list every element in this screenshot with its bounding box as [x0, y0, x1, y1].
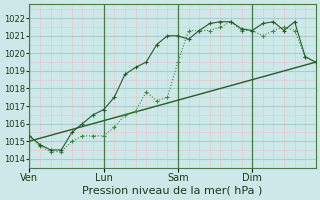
X-axis label: Pression niveau de la mer( hPa ): Pression niveau de la mer( hPa ) — [83, 186, 263, 196]
